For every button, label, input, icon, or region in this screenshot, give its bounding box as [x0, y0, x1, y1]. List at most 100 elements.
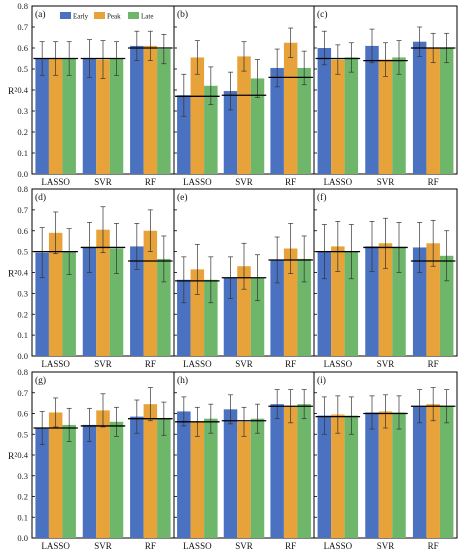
y-tick-label: 0.3 [17, 106, 28, 116]
x-tick-label: RF [285, 359, 296, 369]
y-tick-label: 0.6 [17, 43, 28, 53]
y-tick-label: 0.8 [17, 367, 28, 377]
bar-early [365, 412, 379, 538]
bar-early [317, 48, 332, 174]
bar-late [392, 57, 406, 175]
bar-peak [143, 230, 158, 356]
bar-early [82, 58, 97, 174]
bar-late [109, 421, 124, 538]
bar-peak [48, 232, 63, 356]
x-tick-label: SVR [377, 177, 395, 187]
y-tick-label: 0.5 [17, 429, 28, 439]
bar-late [250, 78, 265, 174]
bar-early [223, 409, 238, 538]
x-tick-label: LASSO [41, 359, 70, 369]
bar-early [35, 58, 49, 174]
bar-late [62, 424, 76, 538]
y-tick-label: 0.7 [17, 388, 28, 398]
bar-late [204, 85, 218, 174]
bar-late [439, 255, 454, 356]
x-tick-label: SVR [94, 177, 112, 187]
bar-late [439, 406, 454, 538]
bar-peak [426, 48, 440, 174]
bar-early [35, 252, 49, 356]
y-tick-label: 0.4 [17, 450, 28, 460]
panel-e: (e) LASSO SVR RF [173, 188, 315, 369]
bar-peak [143, 404, 158, 538]
bar-early [177, 279, 191, 356]
bar-early [223, 277, 238, 356]
bar-late [392, 247, 406, 356]
y-tick-label: 0.2 [17, 492, 28, 502]
bar-peak [331, 414, 345, 538]
bar-late [157, 418, 171, 538]
bar-peak [283, 248, 298, 356]
legend-label-late: Late [141, 13, 153, 21]
bar-peak [143, 45, 158, 175]
bar-early [412, 41, 427, 175]
panel-label: (a) [35, 9, 46, 20]
bar-early [223, 91, 238, 174]
y-tick-label: 0.0 [17, 351, 28, 361]
bar-peak [96, 410, 110, 538]
bar-late [62, 58, 76, 174]
bar-late [392, 412, 406, 538]
bar-early [82, 247, 97, 356]
x-tick-label: SVR [94, 359, 112, 369]
bar-late [109, 58, 124, 174]
x-tick-label: LASSO [324, 541, 353, 550]
panel-a: 0.0 0.1 0.2 0.3 0.4 0.5 0.6 0.7 0.8 R² (a) LASSO SVR… [8, 1, 175, 187]
bar-peak [48, 58, 63, 174]
bar-late [439, 48, 454, 174]
panel-label: (c) [317, 9, 328, 20]
bar-early [365, 246, 379, 356]
y-axis-label: R² [8, 87, 17, 97]
x-tick-label: SVR [235, 541, 253, 550]
x-tick-label: RF [285, 177, 296, 187]
y-tick-label: 0.6 [17, 409, 28, 419]
panel-h: (h) LASSO SVR RF [173, 371, 315, 550]
legend-swatch-late [128, 12, 139, 19]
y-tick-label: 0.2 [17, 309, 28, 319]
bar-peak [283, 42, 298, 174]
y-tick-label: 0.7 [17, 22, 28, 32]
bar-early [365, 45, 379, 175]
y-axis-label: R² [8, 452, 17, 462]
bar-early [270, 67, 284, 174]
y-tick-label: 0.3 [17, 288, 28, 298]
bar-peak [237, 266, 251, 356]
y-tick-label: 0.1 [17, 512, 28, 522]
x-tick-label: LASSO [324, 177, 353, 187]
bar-early [412, 247, 427, 356]
bar-peak [426, 243, 440, 356]
bar-late [157, 258, 171, 356]
x-tick-label: SVR [235, 359, 253, 369]
bar-peak [378, 243, 393, 356]
x-tick-label: RF [428, 541, 439, 550]
y-axis-label: R² [8, 270, 17, 280]
bar-peak [190, 269, 205, 356]
x-tick-label: RF [428, 359, 439, 369]
bar-peak [378, 59, 393, 174]
y-tick-label: 0.7 [17, 205, 28, 215]
y-tick-label: 0.1 [17, 148, 28, 158]
bar-late [297, 258, 311, 356]
bar-peak [190, 421, 205, 538]
bar-peak [331, 59, 345, 174]
legend-label-early: Early [73, 13, 89, 21]
bar-late [109, 248, 124, 356]
bar-early [82, 424, 97, 538]
bar-early [270, 259, 284, 356]
legend: Early Peak Late [60, 12, 153, 21]
bar-early [317, 415, 332, 538]
x-tick-label: LASSO [324, 359, 353, 369]
x-tick-label: RF [145, 177, 156, 187]
bar-early [130, 246, 144, 356]
panel-label: (e) [177, 192, 188, 203]
y-tick-label: 0.8 [17, 184, 28, 194]
bar-peak [331, 246, 345, 356]
bar-early [130, 45, 144, 175]
y-tick-label: 0.0 [17, 533, 28, 543]
x-tick-label: RF [285, 541, 296, 550]
